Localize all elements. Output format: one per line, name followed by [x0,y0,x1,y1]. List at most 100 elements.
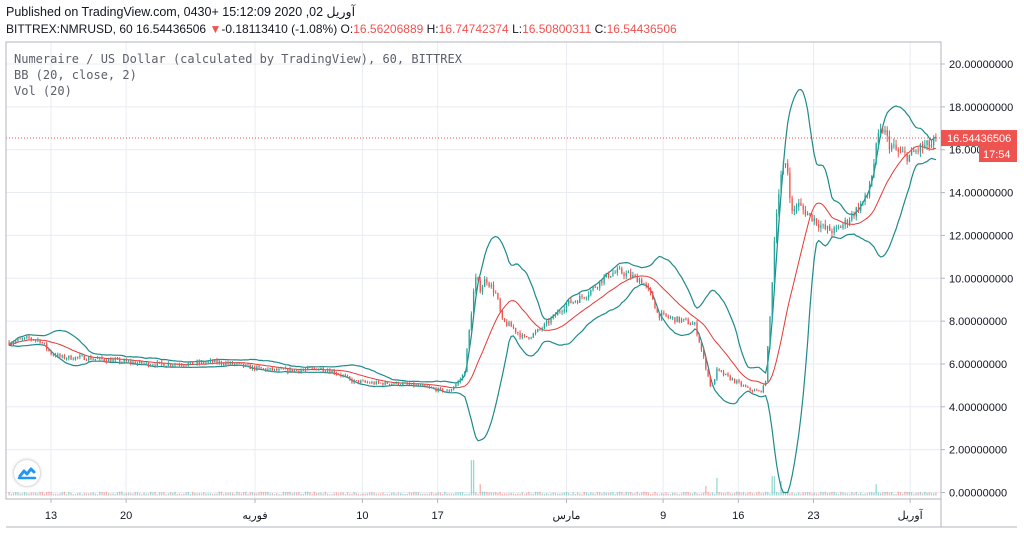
vol-indicator-label[interactable]: Vol (20) [14,84,72,98]
candle-body [899,151,902,153]
candle-body [656,308,658,313]
volume-bar [740,492,742,496]
candle-body [574,301,577,303]
candle-body [43,342,46,344]
volume-bar [831,492,833,496]
volume-bar [537,491,539,496]
candle-body [771,282,773,317]
candle-body [638,279,641,283]
candle-body [377,381,380,383]
volume-bar [384,493,386,496]
volume-bar [924,491,926,496]
volume-bar [771,476,773,496]
candle-body [780,174,782,195]
volume-bar [366,493,369,496]
volume-bar [282,491,285,496]
volume-bar [561,493,563,496]
candle-body [74,356,77,360]
volume-bar [461,492,464,496]
volume-bar [793,493,795,496]
candle-body [921,144,924,148]
candle-body [579,296,581,303]
volume-bar [373,492,375,496]
candle-body [300,370,302,373]
volume-bar [406,493,408,496]
close-label: C: [594,22,607,36]
candle-body [519,332,521,338]
volume-bar [295,492,298,496]
volume-bar [441,494,444,496]
candle-body [187,363,189,366]
candle-body [660,312,663,319]
volume-bar [101,492,103,496]
volume-bar [736,491,738,496]
candle-body [318,368,320,371]
candle-body [34,339,37,341]
volume-bar [147,493,150,496]
candle-body [351,379,353,383]
volume-bar [291,493,293,496]
volume-bar [183,493,185,496]
candle-body [714,379,716,385]
bb-indicator-label[interactable]: BB (20, close, 2) [14,68,137,82]
candle-body [413,383,415,386]
candle-body [884,129,886,133]
volume-bar [610,492,612,496]
volume-bar [419,493,422,496]
volume-bar [565,492,568,496]
candle-body [890,144,893,150]
candle-body [663,312,665,314]
volume-bar [79,492,81,496]
volume-bar [930,492,933,496]
volume-bar [928,492,930,496]
candle-body [787,163,789,173]
candle-body [180,365,183,366]
candle-body [919,144,922,152]
candle-body [738,380,740,383]
candle-body [523,334,526,336]
candle-body [530,337,532,339]
volume-bar [309,492,311,496]
candle-body [711,384,714,386]
candle-body [866,195,868,197]
volume-bar [276,493,278,496]
volume-bar [837,493,840,496]
candle-body [623,273,625,277]
candle-body [324,371,327,372]
volume-bar [727,491,729,496]
volume-bar [594,493,596,496]
candle-body [689,324,692,326]
candle-body [813,218,815,222]
candle-body [676,316,678,323]
candle-body [514,327,517,333]
candle-body [342,375,344,377]
volume-bar [214,493,216,496]
candle-body [154,365,156,366]
candle-body [83,355,85,361]
volume-bar [778,492,780,496]
volume-bar [526,492,528,496]
volume-bar [683,492,685,496]
volume-bar [632,493,634,496]
time-tick-label: 13 [45,510,57,522]
published-line: Published on TradingView.com, آوریل 02, … [6,5,356,19]
volume-bar [30,492,32,496]
candle-body [112,359,114,363]
volume-bar [475,492,477,496]
volume-bar [879,493,882,496]
candle-body [868,186,871,197]
candle-body [581,296,583,298]
volume-bar [134,492,136,496]
volume-bar [705,485,707,496]
volume-bar [629,491,632,496]
candle-body [592,286,594,290]
tradingview-logo[interactable] [14,460,40,486]
volume-bar [678,494,680,496]
candle-body [271,367,273,371]
candle-body [185,365,187,367]
volume-bar [178,493,181,496]
volume-bar [247,493,249,496]
candle-body [806,213,809,216]
volume-bar [163,492,165,496]
